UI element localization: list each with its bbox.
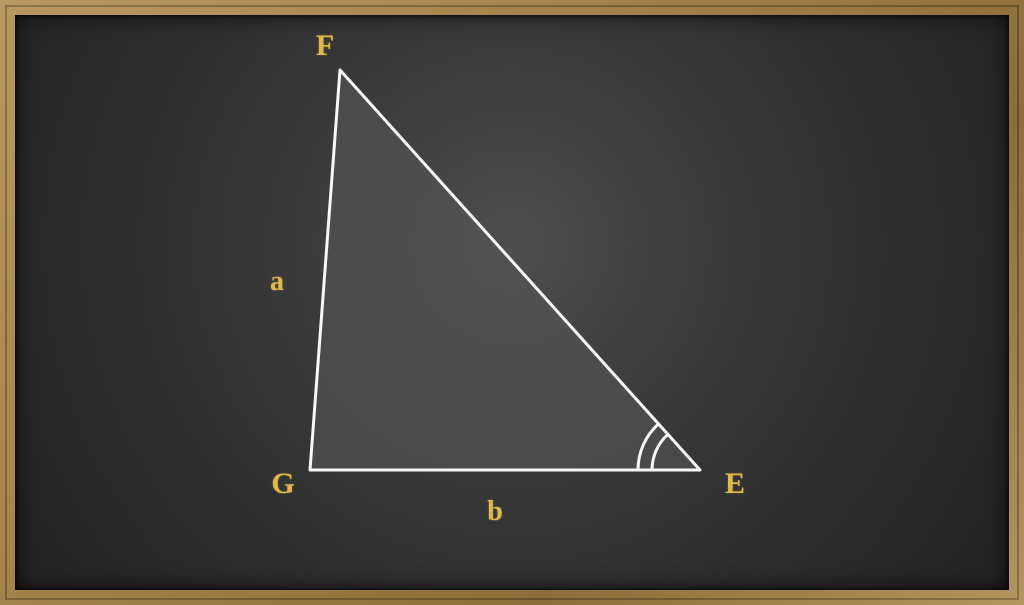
side-label-a: a [270,266,284,297]
chalkboard: F G E a b [15,15,1009,590]
chalkboard-frame: F G E a b [0,0,1024,605]
vertex-label-f: F [316,29,334,62]
vertex-label-g: G [271,467,294,500]
triangle-diagram: F G E a b [15,15,1009,590]
side-label-b: b [487,496,503,527]
triangle-fill [310,70,700,470]
vertex-label-e: E [725,467,745,500]
